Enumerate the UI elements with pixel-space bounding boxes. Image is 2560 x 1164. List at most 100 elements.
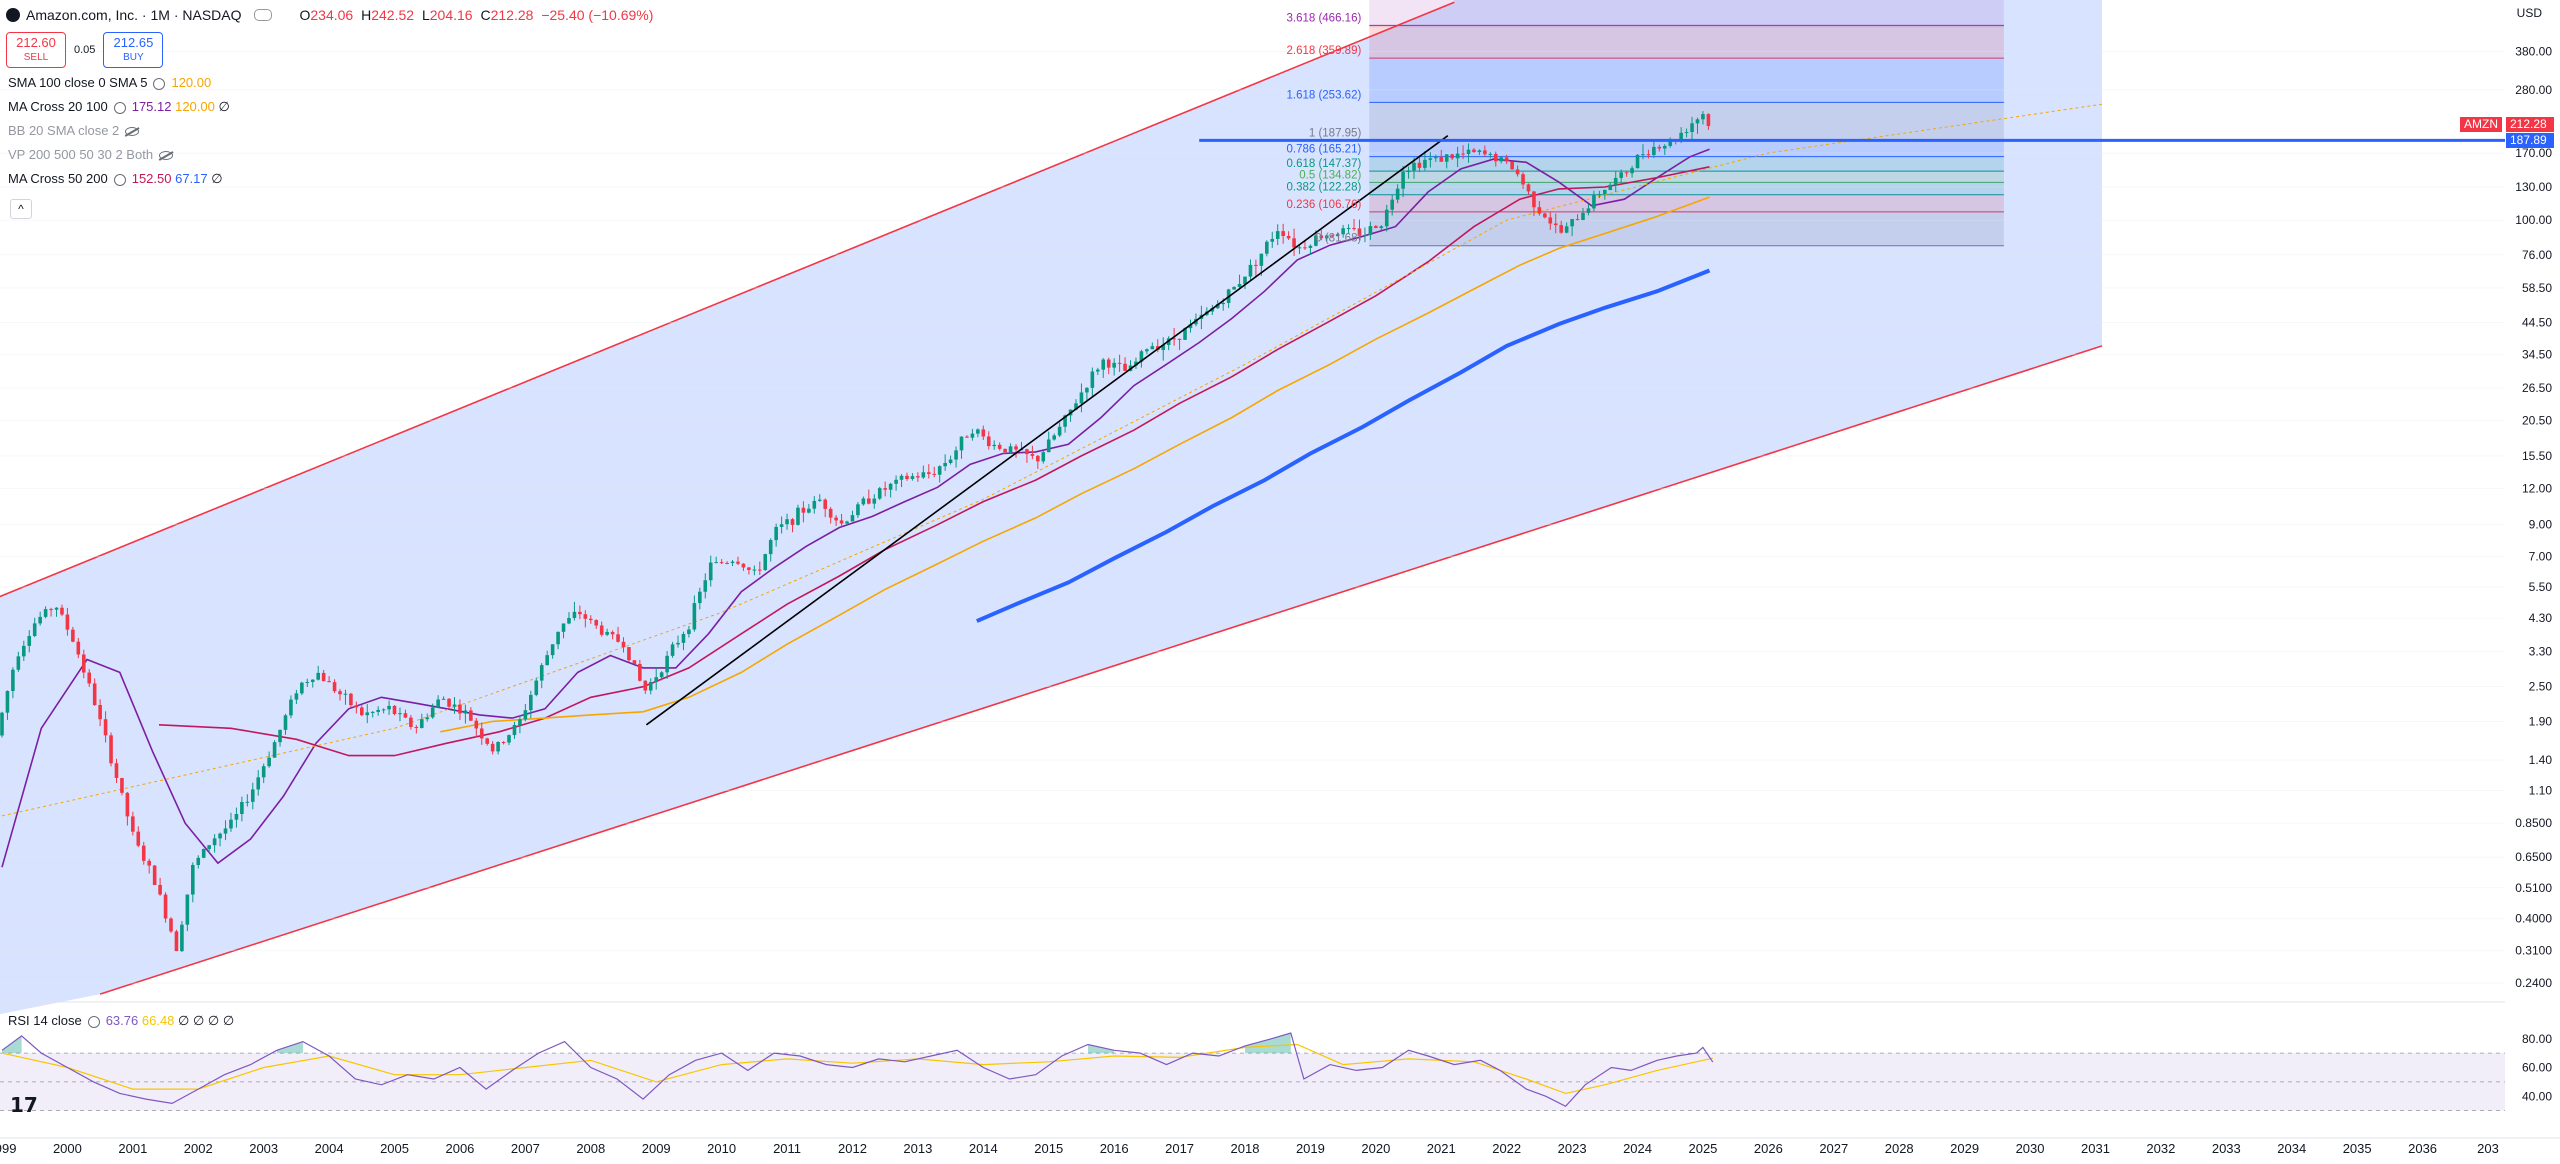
candle-body	[1259, 253, 1264, 266]
time-tick-label: 2022	[1492, 1141, 1521, 1156]
rsi-signal-value: 66.48	[141, 1013, 175, 1028]
hidden-eye-icon[interactable]	[159, 151, 174, 161]
candle-body	[676, 642, 680, 645]
candle-body	[916, 476, 920, 478]
indicator-legend[interactable]: SMA 100 close 0 SMA 5 120.00	[8, 74, 211, 92]
candle-body	[430, 707, 435, 718]
candle-body	[796, 507, 800, 525]
settings-icon[interactable]	[153, 77, 166, 90]
candle-body	[899, 475, 904, 480]
toggle-icon[interactable]	[253, 9, 272, 21]
candle-body	[986, 436, 991, 447]
candle-body	[250, 789, 255, 802]
indicator-value: 67.17	[175, 171, 212, 186]
low-value: 204.16	[429, 7, 473, 23]
settings-icon[interactable]	[87, 1015, 100, 1028]
fibonacci-extension[interactable]	[1369, 0, 2004, 247]
candle-body	[687, 629, 691, 634]
rsi-legend[interactable]: RSI 14 close 63.76 66.48 ∅ ∅ ∅ ∅	[8, 1012, 234, 1030]
candle-body	[1172, 338, 1176, 340]
candle-body	[583, 614, 588, 619]
candle-body	[310, 679, 315, 682]
time-axis[interactable]: 1999 2000 2001 2002 2003 2004 2005 2006 2007 2008…	[0, 1137, 2560, 1164]
time-tick-label: 2009	[642, 1141, 671, 1156]
price-tick-label: 1.10	[2529, 784, 2553, 798]
candle-body	[185, 894, 190, 925]
candle-body	[1624, 172, 1629, 174]
spread-value: 0.05	[74, 44, 96, 56]
candle-body	[578, 611, 582, 615]
time-tick-label: 2017	[1165, 1141, 1194, 1156]
regression-channel[interactable]	[0, 0, 2103, 1015]
time-tick-label: 2000	[53, 1141, 82, 1156]
candle-body	[1488, 153, 1493, 155]
symbol-title[interactable]: Amazon.com, Inc. · 1M · NASDAQ	[26, 7, 242, 23]
time-tick-label: 2030	[2016, 1141, 2045, 1156]
hidden-eye-icon[interactable]	[125, 127, 140, 137]
indicator-value: 175.12	[131, 99, 176, 114]
settings-icon[interactable]	[113, 173, 126, 186]
candle-body	[1603, 190, 1607, 195]
ma-line	[1, 103, 2103, 817]
candle-body	[1123, 363, 1127, 371]
candle-body	[1254, 264, 1258, 266]
indicator-legend[interactable]: BB 20 SMA close 2	[8, 122, 145, 140]
time-tick-label: 2005	[380, 1141, 409, 1156]
candle-body	[1679, 132, 1683, 141]
candle-body	[725, 562, 729, 564]
candle-body	[834, 517, 838, 521]
candle-body	[730, 561, 735, 564]
fib-zone	[1369, 25, 2004, 59]
time-tick-label: 2020	[1361, 1141, 1390, 1156]
candle-body	[1543, 213, 1547, 218]
candle-body	[616, 634, 620, 642]
candle-body	[1057, 426, 1062, 436]
settings-icon[interactable]	[113, 101, 126, 114]
candle-body	[1286, 235, 1291, 239]
candle-body	[1499, 157, 1504, 162]
candle-body	[223, 828, 228, 834]
candle-body	[32, 623, 37, 636]
fib-zone	[1369, 140, 2004, 157]
ma-line	[976, 268, 1711, 623]
candle-body	[1472, 149, 1476, 153]
price-tick-label: 1.90	[2529, 714, 2553, 728]
candle-body	[948, 459, 953, 464]
sell-button[interactable]: 212.60 SELL	[6, 32, 66, 68]
moving-average-lines	[1, 103, 2103, 868]
time-tick-label: 2036	[2408, 1141, 2437, 1156]
channel-lower-line	[99, 345, 2103, 995]
time-tick-label: 2024	[1623, 1141, 1652, 1156]
fib-label: 0.382 (122.28)	[1286, 182, 1361, 194]
price-tick-label: 76.00	[2522, 248, 2552, 262]
buy-button[interactable]: 212.65 BUY	[103, 32, 164, 68]
candle-body	[627, 647, 631, 661]
indicator-legend[interactable]: MA Cross 20 100 175.12 120.00 ∅	[8, 98, 230, 116]
rsi-pane[interactable]	[0, 1001, 2560, 1112]
currency-label[interactable]: USD	[2516, 6, 2542, 20]
price-tick-label: 2.50	[2529, 680, 2553, 694]
fib-zone	[1369, 194, 2004, 212]
rsi-tick-label: 40.00	[2522, 1089, 2552, 1103]
trendline[interactable]	[645, 135, 1449, 726]
candle-body	[1662, 145, 1667, 149]
fib-zone	[1369, 171, 2004, 183]
indicator-legend[interactable]: MA Cross 50 200 152.50 67.17 ∅	[8, 170, 223, 188]
candle-body	[245, 801, 250, 803]
price-axis[interactable]: 380.00 280.00 170.00 130.00 100.00 76.00 58.50…	[2505, 0, 2560, 1140]
time-tick-label: 1999	[0, 1141, 16, 1156]
rsi-tick-label: 60.00	[2522, 1061, 2552, 1075]
indicator-legend[interactable]: VP 200 500 50 30 2 Both	[8, 146, 179, 164]
candle-body	[1357, 228, 1362, 236]
buy-price: 212.65	[113, 35, 154, 50]
time-tick-label: 2002	[184, 1141, 213, 1156]
channel-fill	[0, 0, 2103, 1015]
candle-body	[703, 580, 708, 592]
collapse-legend-button[interactable]: ^	[10, 199, 32, 219]
candle-body	[1150, 346, 1155, 350]
candle-body	[109, 735, 113, 764]
fib-label: 0.786 (165.21)	[1286, 144, 1361, 156]
time-tick-label: 2015	[1034, 1141, 1063, 1156]
candle-body	[638, 663, 642, 681]
